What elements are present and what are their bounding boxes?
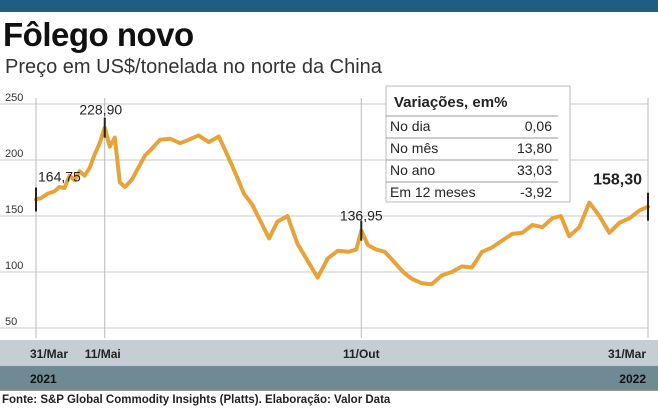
annotation-label-2: 136,95 — [340, 208, 383, 224]
y-tick-label-200: 200 — [5, 148, 23, 160]
source-note: Fonte: S&P Global Commodity Insights (Pl… — [2, 394, 391, 406]
x-date-label-0: 31/Mar — [30, 347, 68, 361]
variations-label-0: No dia — [390, 118, 431, 134]
x-axis-bands: 31/Mar 11/Mai 11/Out 31/Mar 2021 2022 — [0, 340, 658, 390]
annotation-label-3: 158,30 — [593, 172, 642, 189]
series-line-group — [34, 125, 650, 287]
year-band — [0, 366, 658, 390]
x-year-label-1: 2022 — [619, 372, 646, 386]
series-line — [34, 125, 650, 287]
variations-box-bg — [385, 85, 571, 203]
variations-box: Variações, em% No dia 0,06 No mês 13,80 No an… — [385, 85, 571, 203]
variations-label-1: No mês — [390, 140, 438, 156]
y-tick-label-100: 100 — [5, 260, 23, 272]
variations-value-1: 13,80 — [517, 140, 552, 156]
variations-title: Variações, em% — [394, 94, 507, 111]
chart-subtitle: Preço em US$/tonelada no norte da China — [5, 56, 382, 78]
x-year-label-0: 2021 — [30, 372, 57, 386]
variations-value-0: 0,06 — [525, 118, 552, 134]
variations-label-3: Em 12 meses — [390, 184, 476, 200]
footer-divider — [0, 390, 658, 391]
y-axis-ticks: 50 100 150 200 250 — [5, 92, 23, 328]
top-accent-bar — [0, 0, 658, 12]
variations-label-2: No ano — [390, 162, 435, 178]
y-tick-label-50: 50 — [5, 316, 17, 328]
y-tick-label-250: 250 — [5, 92, 23, 104]
x-date-label-2: 11/Out — [343, 347, 380, 361]
chart-title: Fôlego novo — [3, 16, 194, 53]
annotation-label-1: 228,90 — [79, 102, 122, 118]
x-date-label-1: 11/Mai — [85, 347, 121, 361]
y-tick-label-150: 150 — [5, 204, 23, 216]
annotations: 164,75 228,90 136,95 158,30 — [35, 102, 649, 241]
date-band — [0, 340, 658, 366]
variations-value-2: 33,03 — [517, 162, 552, 178]
variations-value-3: -3,92 — [520, 184, 552, 200]
x-date-label-3: 31/Mar — [608, 347, 646, 361]
annotation-label-0: 164,75 — [38, 168, 81, 184]
